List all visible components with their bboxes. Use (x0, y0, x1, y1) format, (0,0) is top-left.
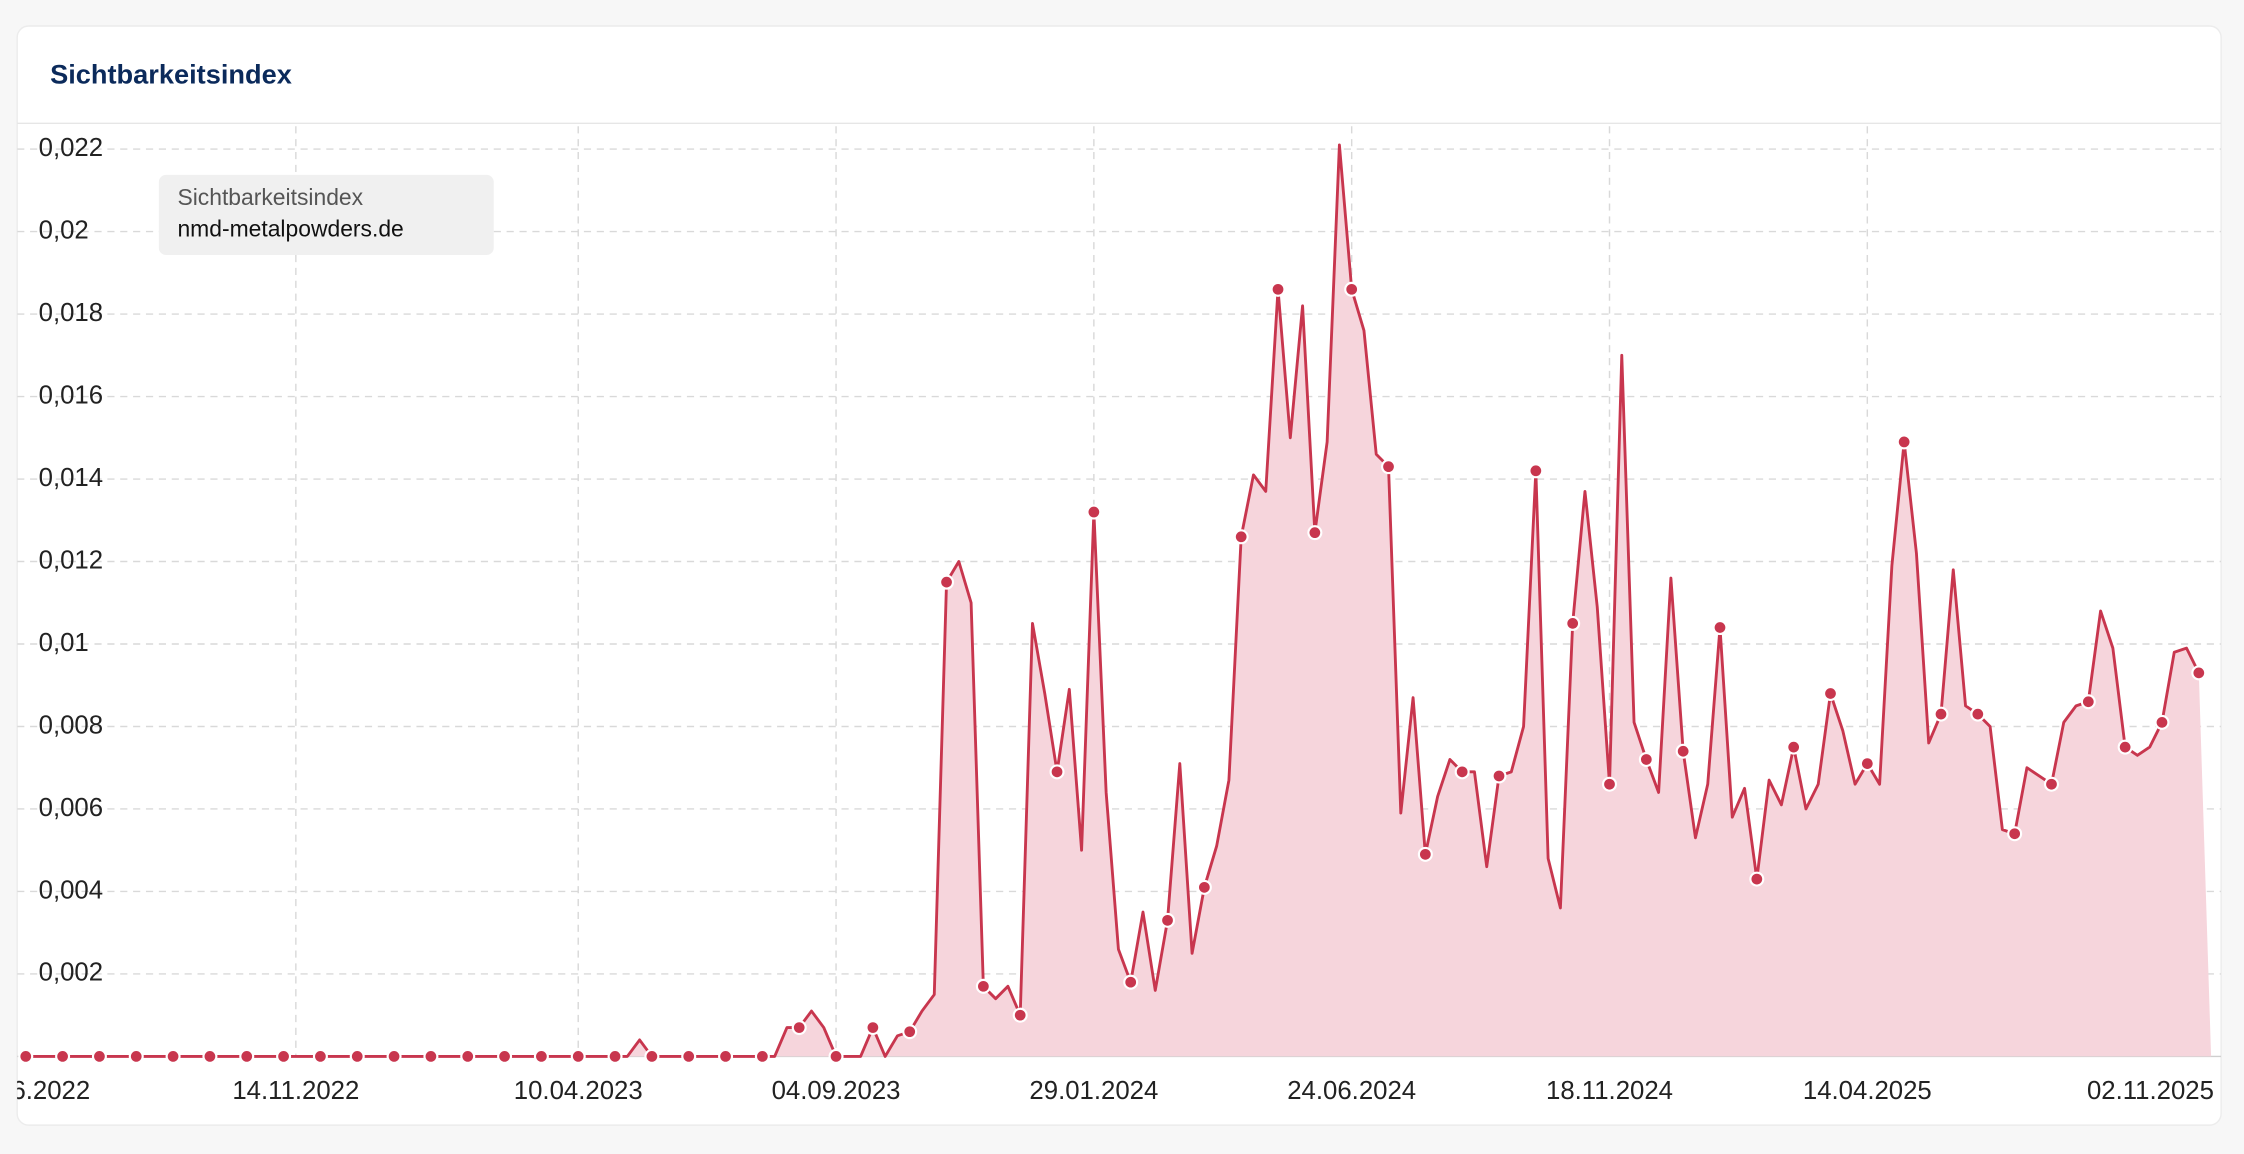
point (2154, 714, 2170, 730)
point (423, 1048, 439, 1064)
point (165, 1048, 181, 1064)
point (1896, 434, 1912, 450)
point (2043, 776, 2059, 792)
point (497, 1048, 513, 1064)
x-tick-label: 02.11.2025 (2087, 1077, 2214, 1105)
point (1601, 776, 1618, 792)
point (1196, 879, 1212, 895)
point (1822, 685, 1839, 702)
x-tick-label: 24.06.2024 (1287, 1077, 1416, 1105)
point (128, 1048, 144, 1064)
area (25, 144, 2212, 1057)
point (1123, 974, 1139, 990)
y-tick-label: 0,006 (39, 794, 103, 822)
point (607, 1048, 623, 1064)
point (202, 1048, 218, 1064)
legend-box (158, 174, 494, 255)
point (1086, 504, 1102, 520)
point (1970, 706, 1986, 722)
point (2007, 826, 2023, 842)
point (570, 1048, 586, 1064)
y-tick-label: 0,022 (39, 134, 103, 162)
point (1233, 529, 1249, 545)
point (1049, 764, 1065, 780)
point (1712, 619, 1728, 636)
point (349, 1048, 365, 1064)
point (533, 1048, 549, 1064)
point (460, 1048, 476, 1064)
x-tick-label: 18.11.2024 (1546, 1077, 1673, 1105)
point (975, 978, 991, 994)
point (1675, 743, 1691, 759)
x-tick-label: 14.04.2025 (1803, 1077, 1932, 1105)
point (312, 1048, 328, 1064)
point (1933, 706, 1949, 722)
point (791, 1020, 807, 1036)
point (1381, 459, 1397, 475)
y-tick-label: 0,008 (39, 711, 103, 739)
x-tick-label: 29.01.2024 (1029, 1077, 1158, 1105)
y-tick-label: 0,01 (39, 629, 89, 657)
point (91, 1048, 107, 1064)
point (1638, 751, 1654, 767)
legend-entry: nmd-metalpowders.de (177, 216, 403, 242)
point (718, 1048, 734, 1064)
point (1307, 525, 1323, 541)
y-tick-label: 0,016 (39, 381, 103, 409)
y-tick-label: 0,018 (39, 299, 103, 327)
point (754, 1048, 770, 1064)
point (939, 574, 955, 590)
y-tick-label: 0,02 (39, 216, 89, 244)
point (55, 1048, 71, 1064)
point (2117, 739, 2133, 755)
point (681, 1048, 697, 1064)
y-tick-label: 0,012 (39, 546, 103, 574)
point (828, 1048, 844, 1064)
point (276, 1048, 292, 1064)
point (644, 1048, 660, 1064)
point (1012, 1007, 1028, 1023)
point (1565, 615, 1581, 631)
point (1786, 739, 1802, 755)
point (1417, 846, 1433, 862)
point (239, 1048, 255, 1064)
point (1454, 764, 1470, 780)
point (865, 1020, 881, 1036)
plot: 0,002 0,004 0,006 0,008 0,01 0,012 0,014 0,016 0… (0, 126, 2222, 1105)
x-tick-label: 04.09.2023 (772, 1077, 901, 1105)
point (902, 1024, 918, 1040)
point (1270, 281, 1286, 297)
point (1491, 768, 1507, 784)
point (1749, 871, 1765, 887)
y-tick-label: 0,014 (39, 464, 103, 492)
point (2191, 665, 2207, 681)
point (1344, 281, 1360, 297)
point (18, 1048, 34, 1064)
point (1160, 912, 1176, 928)
x-tick-label: 10.04.2023 (514, 1077, 643, 1105)
y-tick-label: 0,004 (39, 876, 103, 904)
legend-title: Sichtbarkeitsindex (177, 184, 363, 210)
point (1859, 756, 1875, 772)
x-tick-label: 14.11.2022 (232, 1077, 359, 1105)
x-tick-label: 13.06.2022 (0, 1077, 90, 1105)
point (2080, 694, 2096, 710)
card-title: Sichtbarkeitsindex (50, 58, 292, 89)
y-tick-label: 0,002 (39, 959, 103, 987)
point (1528, 463, 1544, 479)
point (386, 1048, 402, 1064)
